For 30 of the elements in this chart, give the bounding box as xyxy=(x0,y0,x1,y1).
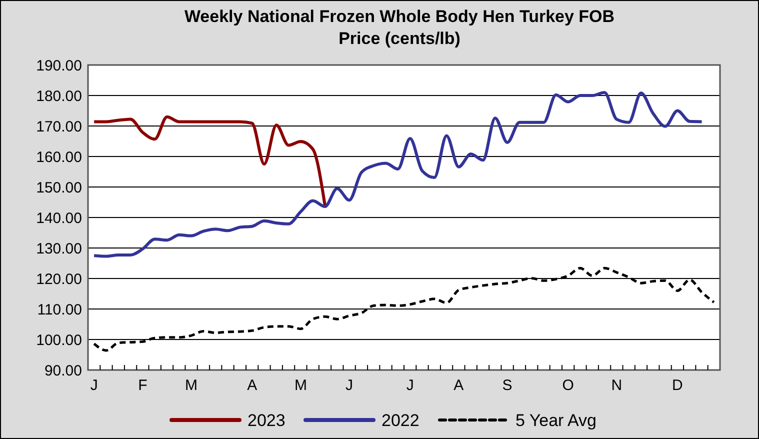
line-series xyxy=(92,266,716,352)
x-tick-label: D xyxy=(672,377,684,394)
x-tick-label: A xyxy=(454,377,464,394)
x-tick-label: M xyxy=(185,377,198,394)
x-tick-label: J xyxy=(406,377,414,394)
y-tick-label: 100.00 xyxy=(36,332,82,349)
x-tick-label: F xyxy=(138,377,148,394)
x-tick-label: M xyxy=(294,377,307,394)
y-tick-label: 160.00 xyxy=(36,148,82,166)
line-series xyxy=(92,90,704,258)
line-series xyxy=(92,115,326,208)
x-tick-label: A xyxy=(247,377,258,394)
legend-label: 2022 xyxy=(382,410,420,430)
y-tick-label: 140.00 xyxy=(36,210,82,227)
y-tick-label: 90.00 xyxy=(44,362,82,380)
x-tick-label: O xyxy=(562,377,574,394)
y-tick-label: 110.00 xyxy=(37,301,82,318)
y-tick-label: 150.00 xyxy=(36,179,82,196)
x-tick-label: S xyxy=(502,377,512,394)
legend-label: 2023 xyxy=(248,410,286,430)
x-tick-label: J xyxy=(346,377,354,394)
x-tick-label: J xyxy=(90,377,98,394)
x-tick-label: N xyxy=(611,377,622,394)
y-tick-label: 120.00 xyxy=(36,270,82,288)
y-tick-label: 170.00 xyxy=(36,118,82,136)
chart-title: Weekly National Frozen Whole Body Hen Turkey FOB Price (cents/lb) xyxy=(184,7,615,48)
legend-label: 5 Year Avg xyxy=(516,410,596,430)
y-tick-label: 180.00 xyxy=(36,88,82,105)
y-tick-label: 130.00 xyxy=(36,240,82,258)
y-tick-label: 190.00 xyxy=(36,57,82,74)
